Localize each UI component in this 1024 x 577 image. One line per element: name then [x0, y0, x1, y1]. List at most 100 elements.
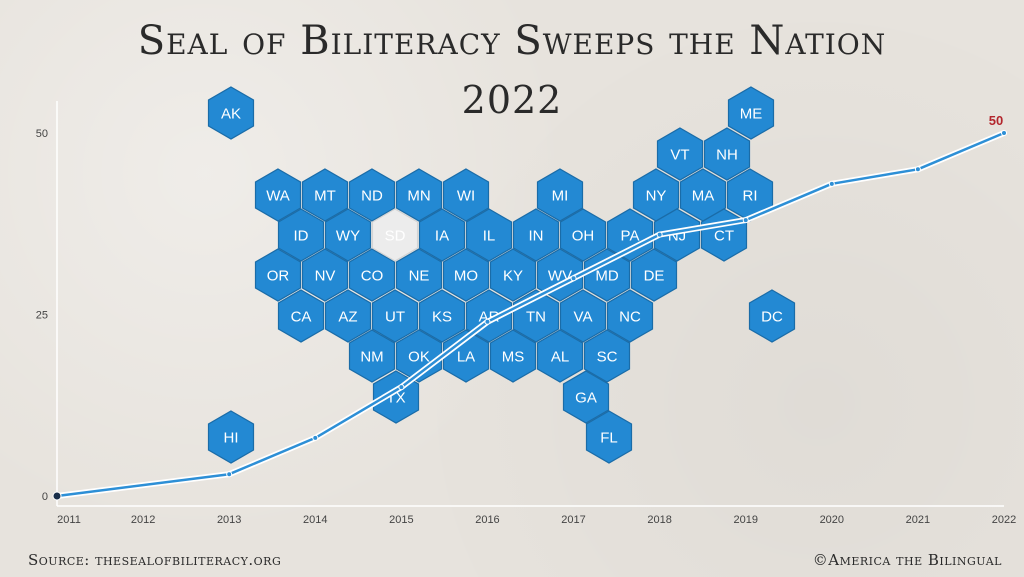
- y-tick-label: 0: [42, 491, 48, 503]
- state-abbrev: KY: [503, 268, 523, 285]
- state-abbrev: AZ: [338, 309, 357, 326]
- state-hex-nm: NM: [348, 329, 396, 383]
- state-abbrev: HI: [224, 430, 239, 447]
- hex-tile: [559, 208, 607, 262]
- state-hex-ny: NY: [632, 168, 680, 222]
- state-hex-ut: UT: [371, 289, 419, 343]
- state-abbrev: NC: [619, 309, 641, 326]
- chart-subtitle: 2022: [461, 78, 563, 122]
- data-point: [312, 434, 319, 441]
- state-abbrev: IL: [483, 228, 496, 245]
- x-tick-label: 2011: [57, 514, 81, 526]
- state-abbrev: WI: [457, 188, 475, 205]
- hex-tile: [348, 168, 396, 222]
- state-abbrev: CA: [291, 309, 312, 326]
- state-abbrev: FL: [600, 430, 618, 447]
- x-tick-label: 2019: [733, 514, 757, 526]
- state-abbrev: WA: [266, 188, 290, 205]
- state-hex-mo: MO: [442, 248, 490, 302]
- state-hex-id: ID: [277, 208, 325, 262]
- hex-tile: [536, 168, 584, 222]
- state-abbrev: ND: [361, 188, 383, 205]
- state-abbrev: MN: [407, 188, 430, 205]
- end-value-label: 50: [989, 113, 1003, 128]
- hex-tile: [536, 329, 584, 383]
- hex-tile: [348, 248, 396, 302]
- state-hex-az: AZ: [324, 289, 372, 343]
- state-hex-in: IN: [512, 208, 560, 262]
- state-abbrev: NV: [315, 268, 336, 285]
- state-hex-mi: MI: [536, 168, 584, 222]
- state-hex-ks: KS: [418, 289, 466, 343]
- hex-tile: [324, 289, 372, 343]
- data-point: [742, 217, 749, 224]
- hex-tile: [254, 168, 302, 222]
- hex-tile: [656, 127, 704, 181]
- state-abbrev: RI: [743, 188, 758, 205]
- line-series: 50: [52, 113, 1007, 501]
- hex-tile: [465, 208, 513, 262]
- state-abbrev: MT: [314, 188, 336, 205]
- x-tick-label: 2016: [475, 514, 499, 526]
- chart-axes: 0 25 50 2011 2012 2013 2014 2015 2016 2017 2018 201…: [36, 101, 1016, 526]
- x-tick-label: 2017: [561, 514, 585, 526]
- state-abbrev: NY: [646, 188, 667, 205]
- state-abbrev: MA: [692, 188, 715, 205]
- x-tick-label: 2015: [389, 514, 413, 526]
- state-abbrev: PA: [621, 228, 640, 245]
- state-abbrev: NH: [716, 147, 738, 164]
- hex-tile: [395, 168, 443, 222]
- hex-tile: [630, 248, 678, 302]
- hex-tile: [653, 208, 701, 262]
- hex-tile: [395, 248, 443, 302]
- state-hex-map: AK ME VT NH WA MT ND MN WI MI NY MA RI ID WY IA IL IN OH PA…: [207, 86, 796, 464]
- state-hex-nv: NV: [301, 248, 349, 302]
- data-point: [398, 384, 405, 391]
- x-tick-label: 2021: [906, 514, 930, 526]
- data-point: [914, 166, 921, 173]
- hex-tile: [348, 329, 396, 383]
- state-hex-ky: KY: [489, 248, 537, 302]
- state-abbrev: OK: [408, 349, 430, 366]
- x-tick-label: 2013: [217, 514, 241, 526]
- state-hex-de: DE: [630, 248, 678, 302]
- hex-tile: [606, 289, 654, 343]
- state-abbrev: ME: [740, 106, 763, 123]
- x-tick-label: 2020: [820, 514, 844, 526]
- hex-tile: [442, 168, 490, 222]
- hex-tile: [301, 248, 349, 302]
- state-hex-sc: SC: [583, 329, 631, 383]
- hex-tile: [606, 208, 654, 262]
- state-hex-nc: NC: [606, 289, 654, 343]
- data-point: [1001, 130, 1007, 136]
- hex-tile: [301, 168, 349, 222]
- hex-tile: [371, 289, 419, 343]
- y-tick-label: 25: [36, 310, 48, 322]
- state-hex-ia: IA: [418, 208, 466, 262]
- state-abbrev: LA: [457, 349, 475, 366]
- hex-tile: [395, 329, 443, 383]
- state-hex-hi: HI: [207, 410, 255, 464]
- hex-tile: [418, 289, 466, 343]
- state-hex-va: VA: [559, 289, 607, 343]
- hex-tile: [207, 86, 255, 140]
- hex-tile: [277, 289, 325, 343]
- x-tick-label: 2022: [992, 514, 1016, 526]
- state-abbrev: MD: [595, 268, 618, 285]
- state-abbrev: IA: [435, 228, 449, 245]
- data-point: [656, 231, 663, 238]
- state-abbrev: CT: [714, 228, 734, 245]
- state-hex-ne: NE: [395, 248, 443, 302]
- hex-tile: [585, 410, 633, 464]
- data-point: [226, 471, 233, 478]
- state-hex-pa: PA: [606, 208, 654, 262]
- hex-tile: [442, 248, 490, 302]
- author-credit: ©America the Bilingual: [812, 551, 1002, 569]
- hex-tile: [277, 208, 325, 262]
- state-hex-or: OR: [254, 248, 302, 302]
- data-point: [484, 318, 491, 325]
- state-hex-ca: CA: [277, 289, 325, 343]
- hex-tile: [727, 86, 775, 140]
- state-abbrev: DE: [644, 268, 665, 285]
